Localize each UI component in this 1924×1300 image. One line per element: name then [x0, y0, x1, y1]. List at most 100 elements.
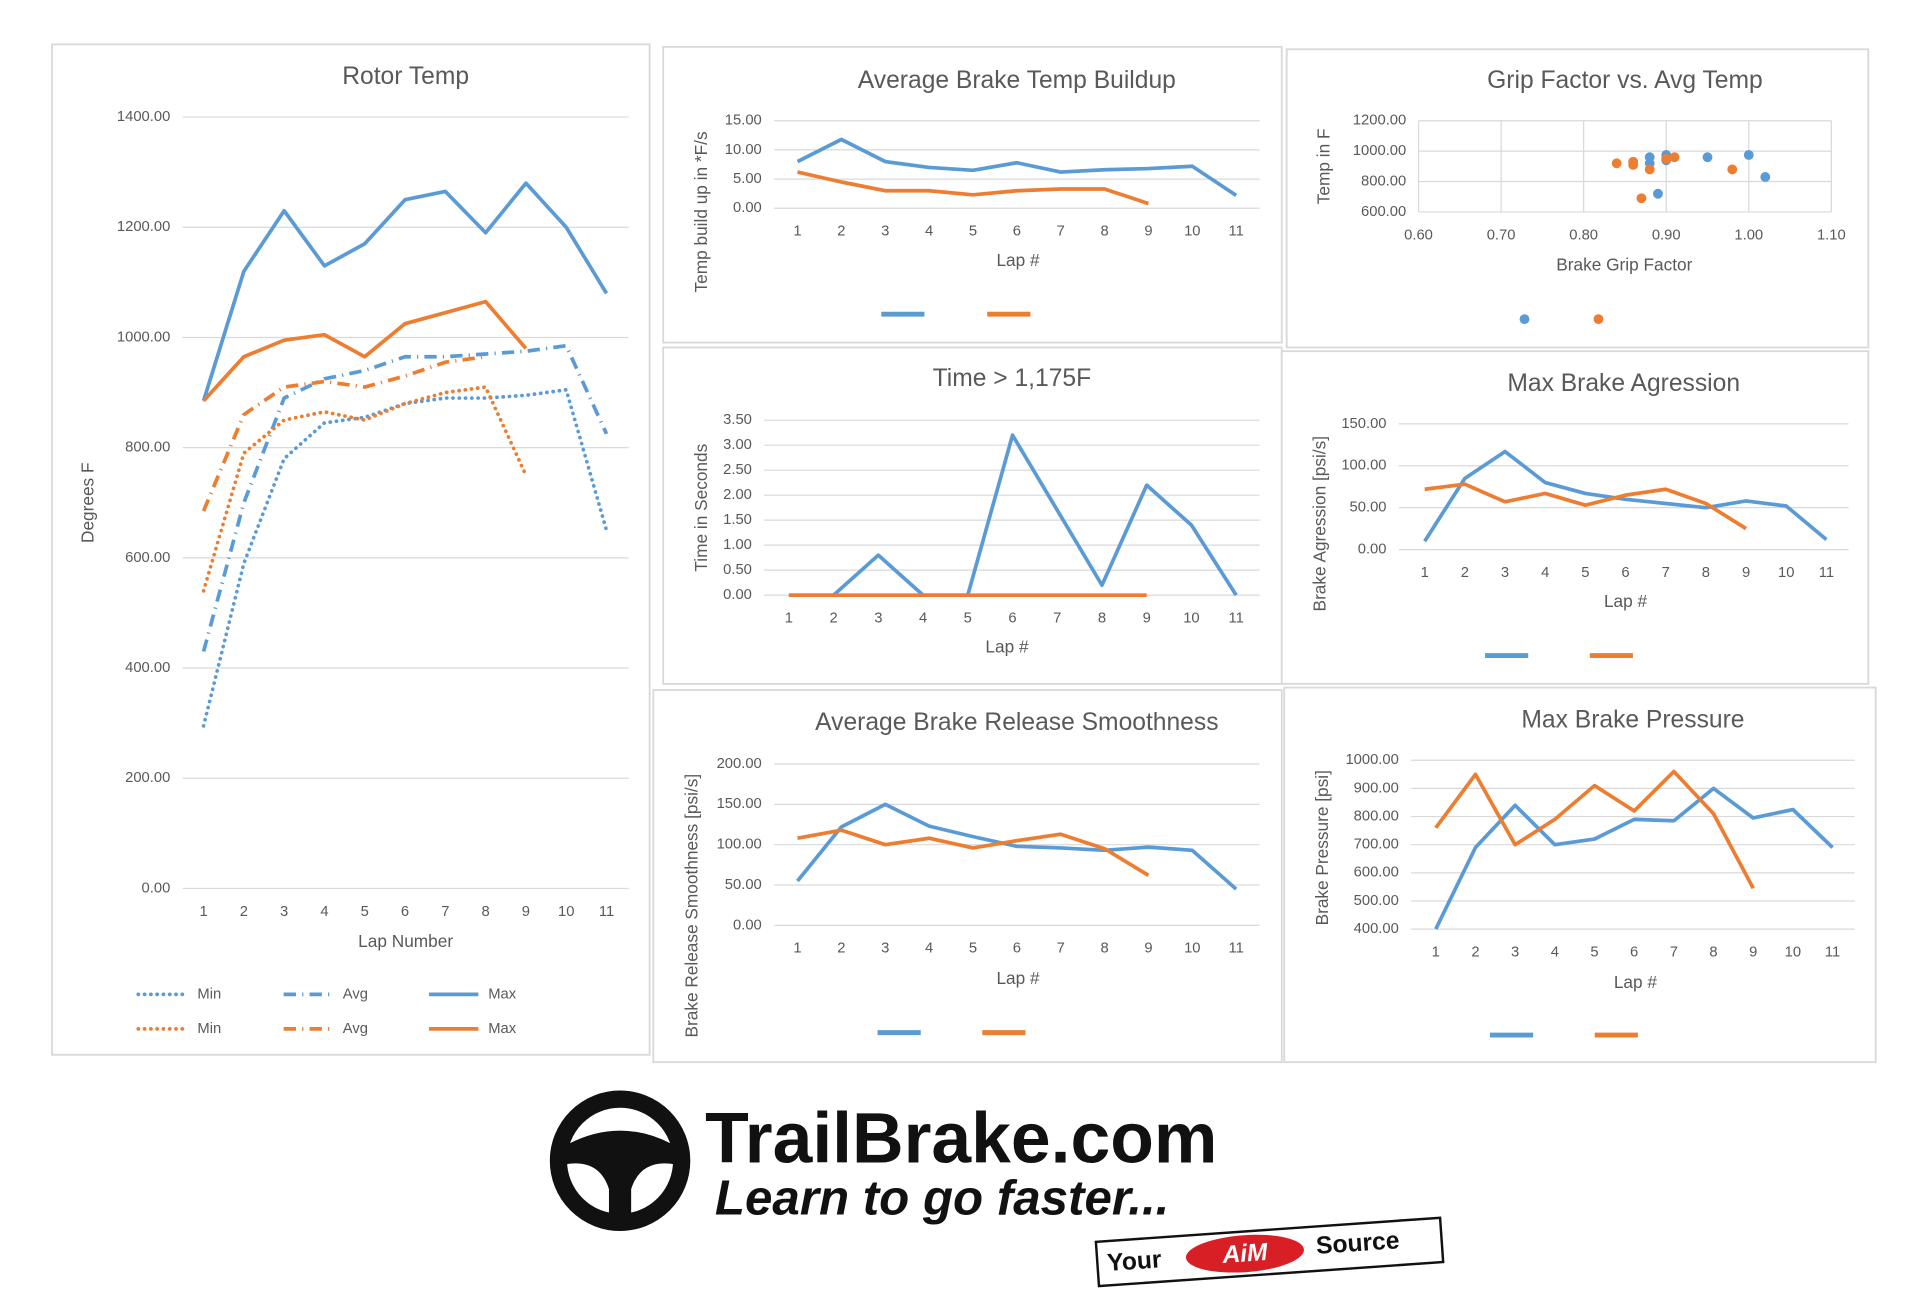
badge-mid: AiM — [1221, 1239, 1269, 1269]
badge: Your AiM Source — [1094, 1216, 1445, 1288]
legend-label: Avg — [343, 986, 368, 1002]
x-tick-label: 2 — [829, 610, 837, 626]
scatter-point — [1760, 172, 1771, 182]
series-line — [201, 343, 609, 652]
x-tick-label: 11 — [599, 904, 614, 920]
legend-label: Avg — [343, 1021, 368, 1037]
scatter-point — [1669, 152, 1680, 163]
y-tick-label: 50.00 — [725, 877, 762, 893]
y-tick-label: 400.00 — [125, 660, 170, 676]
x-axis-label: Lap # — [996, 968, 1040, 988]
x-tick-label: 0.90 — [1652, 227, 1681, 243]
chart: Grip Factor vs. Avg Temp Brake Grip Facto… — [1285, 48, 1870, 349]
chart-title: Grip Factor vs. Avg Temp — [1487, 67, 1763, 94]
x-tick-label: 8 — [1709, 944, 1717, 960]
y-axis-label: Brake Agression [psi/s] — [1310, 436, 1330, 611]
y-tick-label: 5.00 — [733, 171, 762, 187]
x-tick-label: 1 — [793, 941, 801, 957]
x-tick-label: 1 — [199, 904, 207, 920]
x-tick-label: 4 — [1541, 565, 1549, 581]
badge-left: Your — [1106, 1246, 1162, 1277]
x-tick-label: 11 — [1229, 941, 1244, 957]
x-tick-label: 6 — [1013, 941, 1021, 957]
scatter-point — [1636, 193, 1647, 204]
x-tick-label: 6 — [1008, 610, 1016, 626]
x-tick-label: 5 — [1581, 565, 1589, 581]
series-line — [1423, 449, 1828, 543]
x-tick-label: 7 — [1670, 944, 1678, 960]
x-tick-label: 8 — [1702, 565, 1710, 581]
x-tick-label: 8 — [1100, 941, 1108, 957]
y-axis-label: Time in Seconds — [691, 444, 711, 572]
scatter-point — [1644, 164, 1655, 175]
y-axis-label: Brake Release Smoothness [psi/s] — [681, 774, 701, 1038]
x-tick-label: 2 — [1471, 944, 1479, 960]
x-tick-label: 11 — [1229, 224, 1244, 240]
series-line — [1434, 769, 1755, 890]
y-tick-label: 150.00 — [1341, 416, 1386, 432]
x-axis-label: Lap Number — [358, 931, 453, 951]
scatter-point — [1727, 164, 1738, 175]
x-tick-label: 1 — [793, 224, 801, 240]
x-tick-label: 10 — [558, 904, 574, 920]
y-tick-label: 100.00 — [717, 837, 762, 853]
series-line — [797, 828, 1150, 877]
x-tick-label: 4 — [1551, 944, 1559, 960]
x-tick-label: 2 — [837, 941, 845, 957]
y-tick-label: 500.00 — [1354, 893, 1399, 909]
chart: Max Brake Pressure Lap # Brake Pressure [p… — [1283, 686, 1877, 1064]
x-tick-label: 2 — [240, 904, 248, 920]
x-tick-label: 3 — [1501, 565, 1509, 581]
x-tick-label: 10 — [1183, 610, 1199, 626]
x-tick-label: 8 — [1098, 610, 1106, 626]
x-tick-label: 3 — [1511, 944, 1519, 960]
x-tick-label: 6 — [1621, 565, 1629, 581]
y-tick-label: 600.00 — [1354, 865, 1399, 881]
chart: Time > 1,175F Lap # Time in Seconds 0.00 0.5… — [662, 346, 1283, 685]
y-tick-label: 0.00 — [733, 917, 762, 933]
scatter-point — [1702, 152, 1713, 163]
x-tick-label: 0.80 — [1569, 227, 1598, 243]
y-tick-label: 1400.00 — [117, 109, 170, 125]
x-tick-label: 4 — [919, 610, 927, 626]
y-tick-label: 3.00 — [723, 437, 752, 453]
y-tick-label: 1000.00 — [1345, 752, 1398, 768]
legend-label: Max — [488, 986, 517, 1002]
series-line — [1424, 482, 1748, 531]
chart-panel — [652, 689, 1283, 1064]
x-tick-label: 6 — [1630, 944, 1638, 960]
x-tick-label: 7 — [441, 904, 449, 920]
y-tick-label: 800.00 — [1361, 173, 1406, 189]
y-tick-label: 200.00 — [125, 770, 170, 786]
y-tick-label: 900.00 — [1354, 780, 1399, 796]
x-tick-label: 8 — [482, 904, 490, 920]
legend-swatch — [1593, 314, 1604, 325]
y-tick-label: 1000.00 — [1353, 143, 1406, 159]
y-tick-label: 0.00 — [733, 200, 762, 216]
series-line — [796, 802, 1238, 891]
series-line — [797, 170, 1150, 206]
chart-title: Max Brake Pressure — [1521, 706, 1744, 733]
badge-oval — [1185, 1234, 1304, 1273]
chart-panel — [51, 43, 651, 1056]
chart-panel — [1280, 350, 1870, 685]
y-tick-label: 600.00 — [125, 550, 170, 566]
x-tick-label: 7 — [1057, 224, 1065, 240]
chart: Max Brake Agression Lap # Brake Agression … — [1280, 350, 1870, 685]
x-tick-label: 10 — [1184, 224, 1200, 240]
series-line — [202, 299, 528, 403]
x-tick-label: 8 — [1100, 224, 1108, 240]
x-tick-label: 9 — [1742, 565, 1750, 581]
y-axis-label: Degrees F — [78, 462, 98, 543]
badge-right: Source — [1315, 1227, 1400, 1260]
series-line — [201, 387, 609, 728]
chart-panel — [662, 346, 1283, 685]
x-tick-label: 11 — [1229, 610, 1244, 626]
x-tick-label: 10 — [1184, 941, 1200, 957]
scatter-point — [1653, 188, 1663, 199]
x-tick-label: 1 — [1432, 944, 1440, 960]
chart: Average Brake Release Smoothness Lap # Bra… — [652, 689, 1283, 1064]
chart-title: Time > 1,175F — [933, 365, 1092, 392]
